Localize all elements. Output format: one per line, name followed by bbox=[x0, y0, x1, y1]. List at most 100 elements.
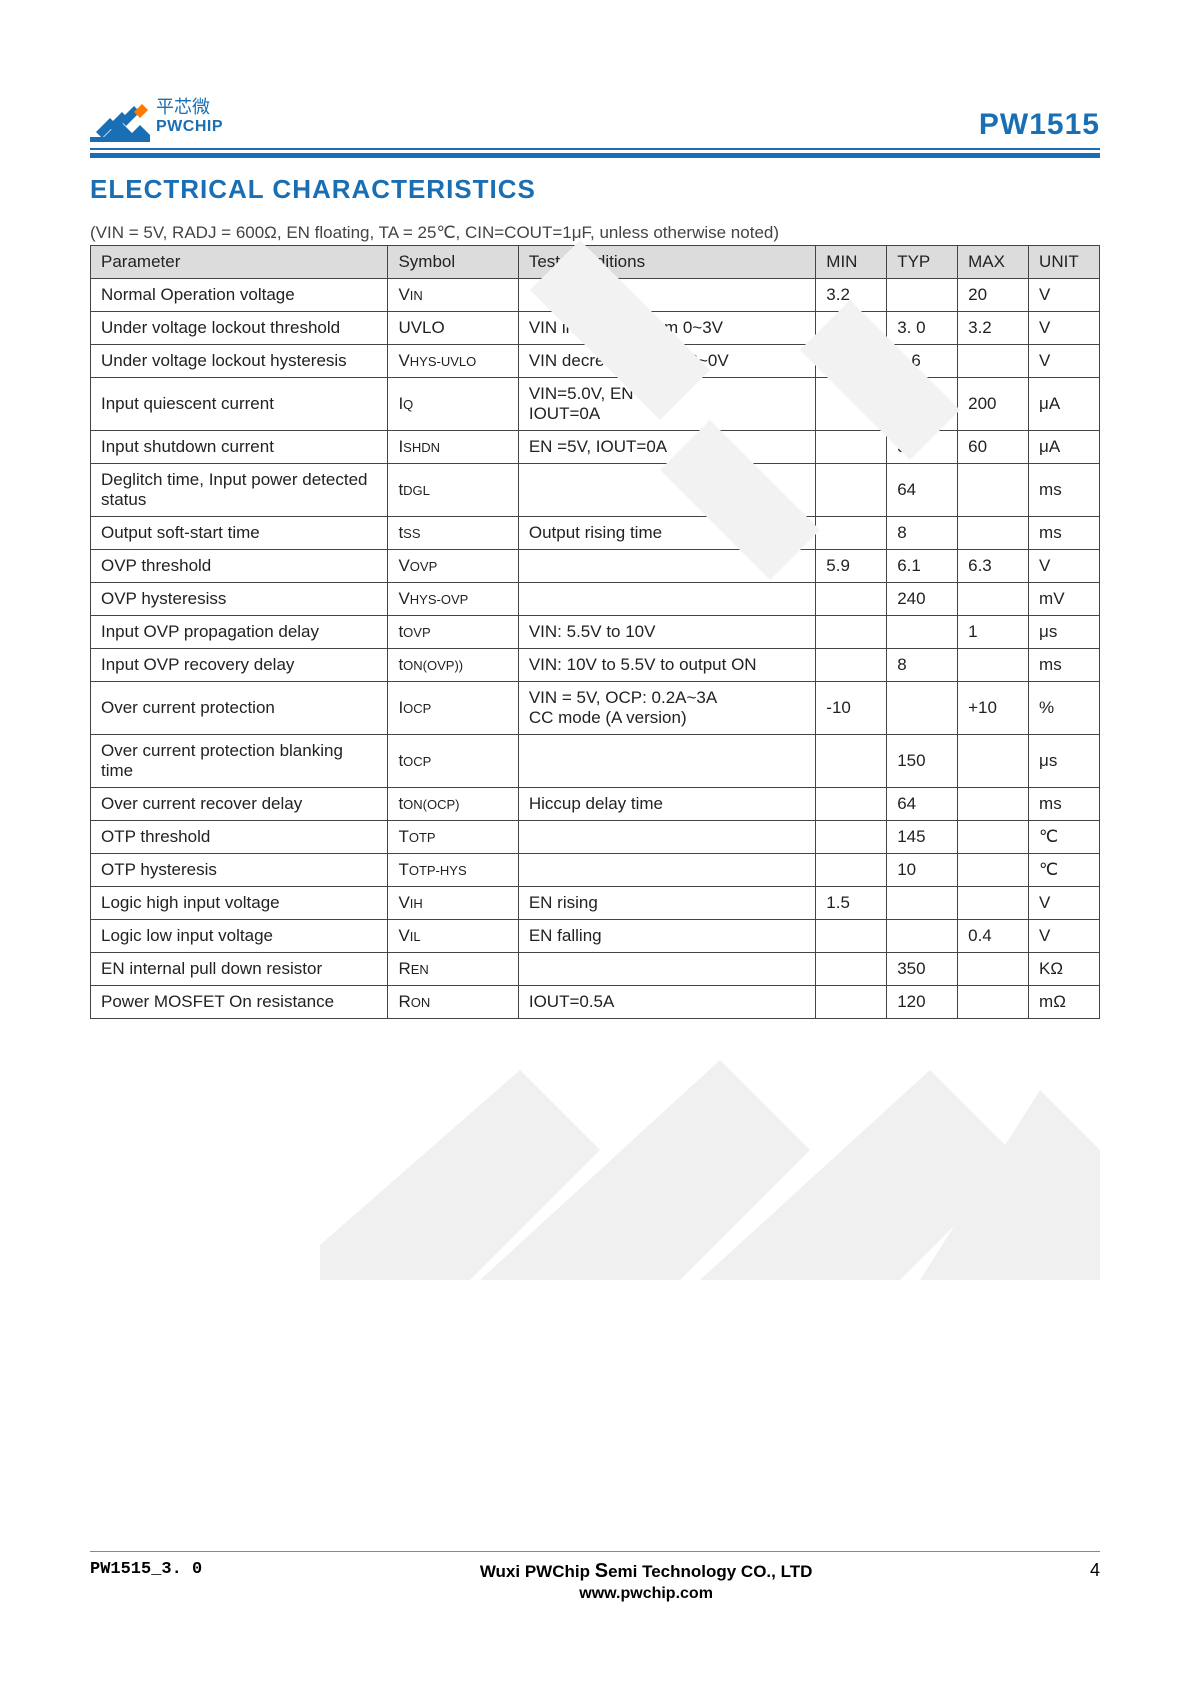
cell-parameter: OVP threshold bbox=[91, 550, 388, 583]
cell-max bbox=[958, 517, 1029, 550]
cell-parameter: Normal Operation voltage bbox=[91, 279, 388, 312]
cell-parameter: Output soft-start time bbox=[91, 517, 388, 550]
table-row: Input OVP propagation delaytOVPVIN: 5.5V… bbox=[91, 616, 1100, 649]
table-header-row: Parameter Symbol Test Conditions MIN TYP… bbox=[91, 246, 1100, 279]
cell-max bbox=[958, 854, 1029, 887]
cell-parameter: Power MOSFET On resistance bbox=[91, 986, 388, 1019]
cell-conditions: Hiccup delay time bbox=[518, 788, 815, 821]
table-row: OVP thresholdVOVP5.96.16.3V bbox=[91, 550, 1100, 583]
col-min: MIN bbox=[816, 246, 887, 279]
table-row: Input OVP recovery delaytON(OVP))VIN: 10… bbox=[91, 649, 1100, 682]
cell-typ: 8 bbox=[887, 649, 958, 682]
cell-unit: ms bbox=[1029, 517, 1100, 550]
test-conditions-note: (VIN = 5V, RADJ = 600Ω, EN floating, TA … bbox=[90, 223, 1100, 243]
section-heading: ELECTRICAL CHARACTERISTICS bbox=[90, 174, 1100, 205]
cell-parameter: Input quiescent current bbox=[91, 378, 388, 431]
cell-symbol: VHYS-UVLO bbox=[388, 345, 518, 378]
cell-symbol: tON(OCP) bbox=[388, 788, 518, 821]
cell-unit: μs bbox=[1029, 616, 1100, 649]
cell-symbol: tOVP bbox=[388, 616, 518, 649]
cell-max bbox=[958, 345, 1029, 378]
cell-conditions: VIN increasing from 0~3V bbox=[518, 312, 815, 345]
cell-parameter: OTP hysteresis bbox=[91, 854, 388, 887]
table-row: OVP hysteresissVHYS-OVP240mV bbox=[91, 583, 1100, 616]
cell-min bbox=[816, 583, 887, 616]
cell-unit: V bbox=[1029, 312, 1100, 345]
cell-min: 1.5 bbox=[816, 887, 887, 920]
cell-unit: ms bbox=[1029, 788, 1100, 821]
cell-min: -10 bbox=[816, 682, 887, 735]
cell-typ: 240 bbox=[887, 583, 958, 616]
cell-parameter: Over current recover delay bbox=[91, 788, 388, 821]
cell-conditions bbox=[518, 854, 815, 887]
cell-max: 60 bbox=[958, 431, 1029, 464]
cell-max: 1 bbox=[958, 616, 1029, 649]
cell-min bbox=[816, 821, 887, 854]
table-row: Over current protection blanking timetOC… bbox=[91, 735, 1100, 788]
cell-conditions: VIN=5.0V, EN =0, IOUT=0A bbox=[518, 378, 815, 431]
cell-typ: 150 bbox=[887, 735, 958, 788]
brand-name-en: PWCHIP bbox=[156, 118, 223, 136]
cell-typ: 3. 0 bbox=[887, 312, 958, 345]
cell-min bbox=[816, 920, 887, 953]
cell-typ bbox=[887, 920, 958, 953]
table-row: OTP thresholdTOTP145℃ bbox=[91, 821, 1100, 854]
cell-max: 6.3 bbox=[958, 550, 1029, 583]
cell-typ: 0.6 bbox=[887, 345, 958, 378]
cell-typ bbox=[887, 887, 958, 920]
cell-conditions bbox=[518, 735, 815, 788]
cell-typ: 10 bbox=[887, 854, 958, 887]
col-test-conditions: Test Conditions bbox=[518, 246, 815, 279]
cell-symbol: tSS bbox=[388, 517, 518, 550]
cell-max bbox=[958, 788, 1029, 821]
cell-min: 5.9 bbox=[816, 550, 887, 583]
cell-typ: 120 bbox=[887, 986, 958, 1019]
page-footer: PW1515_3. 0 Wuxi PWChip Semi Technology … bbox=[90, 1551, 1100, 1603]
cell-unit: mΩ bbox=[1029, 986, 1100, 1019]
cell-parameter: Input shutdown current bbox=[91, 431, 388, 464]
cell-typ: 30 bbox=[887, 431, 958, 464]
cell-conditions: EN =5V, IOUT=0A bbox=[518, 431, 815, 464]
cell-max bbox=[958, 649, 1029, 682]
cell-unit: ℃ bbox=[1029, 821, 1100, 854]
cell-typ: 350 bbox=[887, 953, 958, 986]
cell-min bbox=[816, 788, 887, 821]
table-row: Power MOSFET On resistanceRONIOUT=0.5A12… bbox=[91, 986, 1100, 1019]
cell-symbol: VIN bbox=[388, 279, 518, 312]
cell-symbol: TOTP bbox=[388, 821, 518, 854]
cell-conditions: VIN: 10V to 5.5V to output ON bbox=[518, 649, 815, 682]
cell-symbol: IOCP bbox=[388, 682, 518, 735]
cell-conditions bbox=[518, 279, 815, 312]
cell-min bbox=[816, 953, 887, 986]
cell-conditions bbox=[518, 583, 815, 616]
table-row: Under voltage lockout thresholdUVLOVIN i… bbox=[91, 312, 1100, 345]
cell-conditions: VIN: 5.5V to 10V bbox=[518, 616, 815, 649]
cell-symbol: VOVP bbox=[388, 550, 518, 583]
electrical-characteristics-table: Parameter Symbol Test Conditions MIN TYP… bbox=[90, 245, 1100, 1019]
cell-conditions: EN falling bbox=[518, 920, 815, 953]
cell-min bbox=[816, 345, 887, 378]
cell-max bbox=[958, 953, 1029, 986]
cell-unit: μs bbox=[1029, 735, 1100, 788]
cell-typ bbox=[887, 682, 958, 735]
footer-website: www.pwchip.com bbox=[480, 1585, 813, 1603]
col-typ: TYP bbox=[887, 246, 958, 279]
table-row: Under voltage lockout hysteresisVHYS-UVL… bbox=[91, 345, 1100, 378]
cell-conditions: Output rising time bbox=[518, 517, 815, 550]
cell-min bbox=[816, 986, 887, 1019]
cell-typ: 6.1 bbox=[887, 550, 958, 583]
cell-symbol: UVLO bbox=[388, 312, 518, 345]
cell-unit: % bbox=[1029, 682, 1100, 735]
table-row: Logic low input voltageVILEN falling0.4V bbox=[91, 920, 1100, 953]
table-row: Output soft-start timetSSOutput rising t… bbox=[91, 517, 1100, 550]
cell-unit: V bbox=[1029, 920, 1100, 953]
cell-min bbox=[816, 431, 887, 464]
cell-min bbox=[816, 378, 887, 431]
cell-max: 20 bbox=[958, 279, 1029, 312]
cell-parameter: EN internal pull down resistor bbox=[91, 953, 388, 986]
brand-logo: 平芯微 PWCHIP bbox=[90, 92, 223, 142]
header-rule bbox=[90, 148, 1100, 158]
cell-parameter: OTP threshold bbox=[91, 821, 388, 854]
col-unit: UNIT bbox=[1029, 246, 1100, 279]
cell-unit: mV bbox=[1029, 583, 1100, 616]
